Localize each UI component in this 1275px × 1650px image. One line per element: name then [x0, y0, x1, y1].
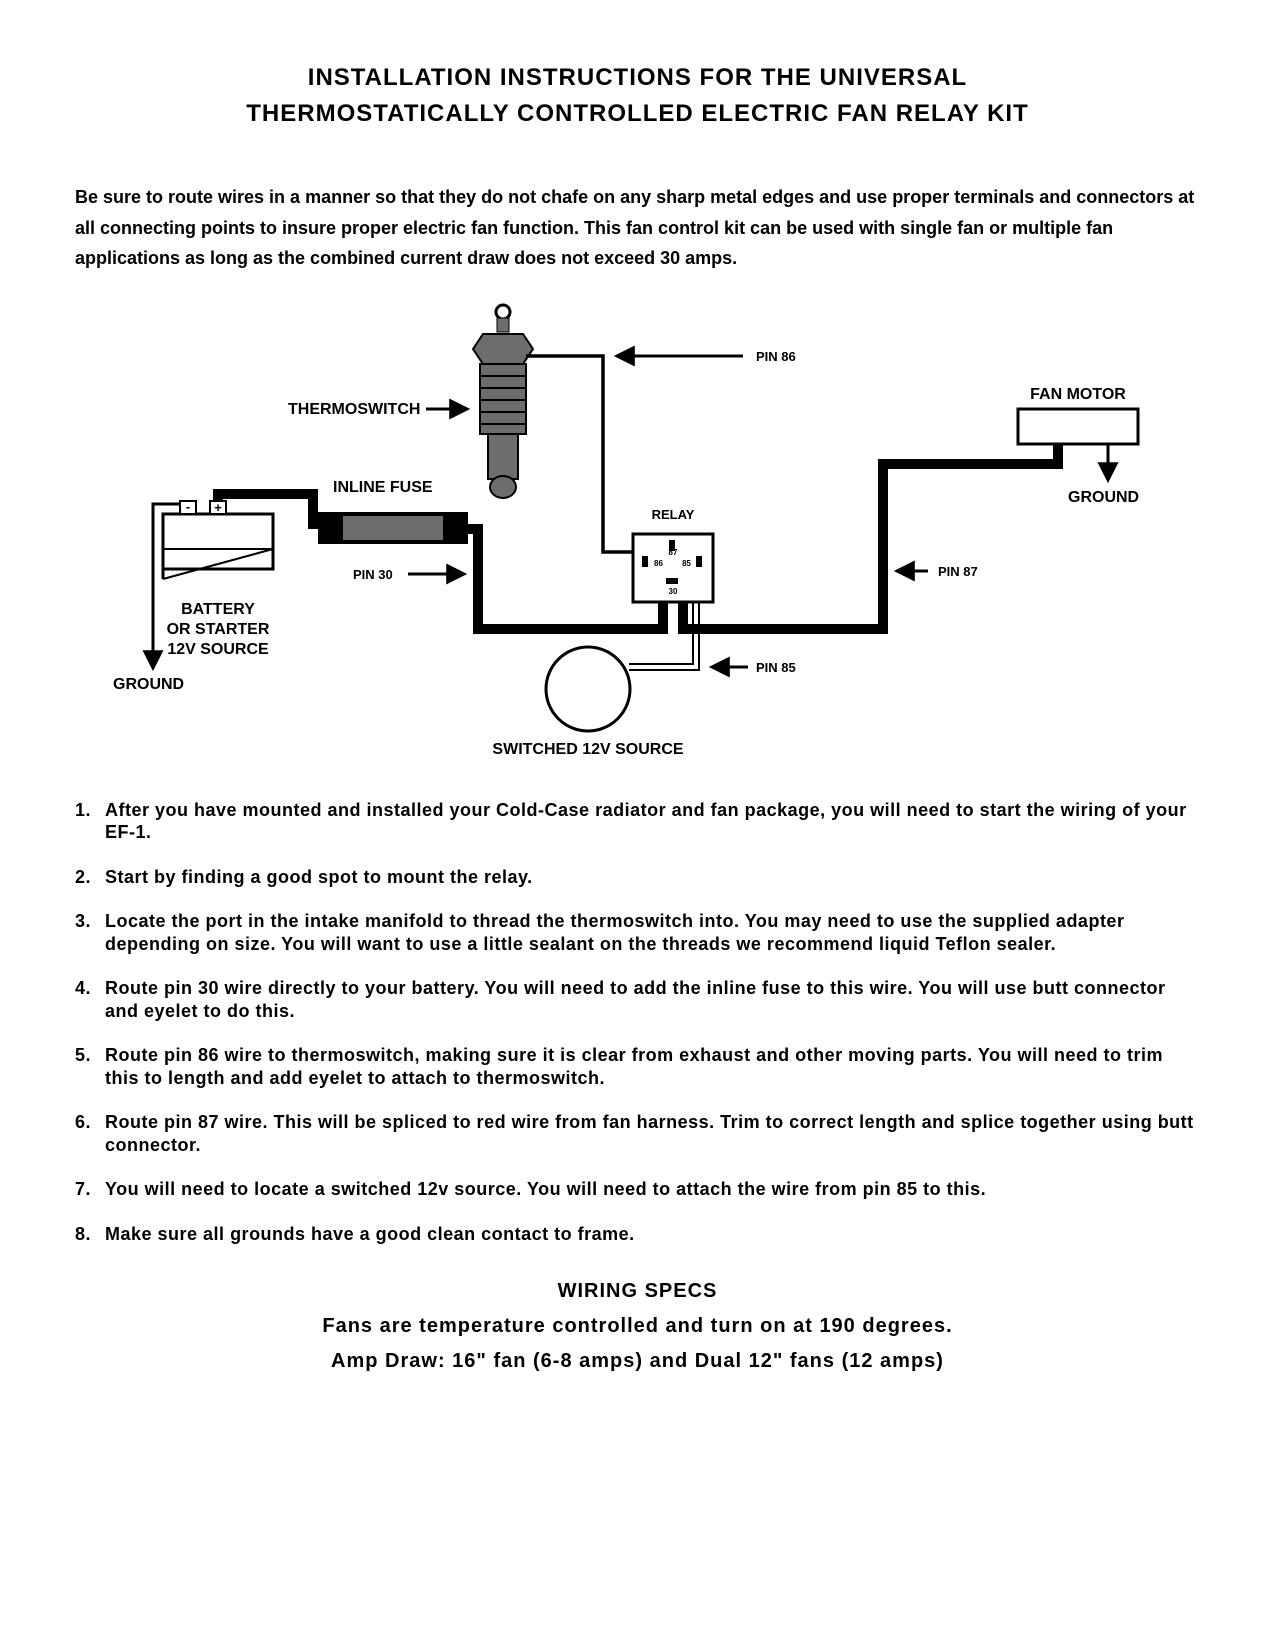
wiring-diagram: - +: [75, 294, 1200, 774]
title-line-1: INSTALLATION INSTRUCTIONS FOR THE UNIVER…: [75, 60, 1200, 96]
battery-label-2: OR STARTER: [166, 621, 269, 638]
specs-line-2: Amp Draw: 16" fan (6-8 amps) and Dual 12…: [75, 1350, 1200, 1373]
ground-left-label: GROUND: [113, 676, 184, 693]
specs-heading: WIRING SPECS: [75, 1280, 1200, 1303]
instruction-steps: After you have mounted and installed you…: [75, 799, 1200, 1246]
step-item: You will need to locate a switched 12v s…: [75, 1178, 1200, 1201]
step-item: Route pin 30 wire directly to your batte…: [75, 977, 1200, 1022]
relay-icon: 87 86 85 30: [633, 534, 713, 602]
step-item: After you have mounted and installed you…: [75, 799, 1200, 844]
relay-pin-30-label: 30: [668, 587, 677, 596]
battery-icon: - +: [163, 499, 273, 579]
step-item: Route pin 87 wire. This will be spliced …: [75, 1111, 1200, 1156]
switched-12v-icon: [546, 647, 630, 731]
thermoswitch-icon: [473, 305, 533, 498]
step-item: Route pin 86 wire to thermoswitch, makin…: [75, 1044, 1200, 1089]
step-item: Locate the port in the intake manifold t…: [75, 910, 1200, 955]
relay-pin-86-label: 86: [654, 559, 663, 568]
inline-fuse-label: INLINE FUSE: [333, 479, 433, 496]
intro-paragraph: Be sure to route wires in a manner so th…: [75, 182, 1200, 274]
battery-label-3: 12V SOURCE: [167, 641, 269, 658]
svg-text:-: -: [185, 499, 189, 514]
battery-label-1: BATTERY: [181, 601, 255, 618]
switched-12v-label: SWITCHED 12V SOURCE: [492, 741, 683, 758]
page-title: INSTALLATION INSTRUCTIONS FOR THE UNIVER…: [75, 60, 1200, 132]
wiring-specs: WIRING SPECS Fans are temperature contro…: [75, 1280, 1200, 1373]
wiring-diagram-svg: - +: [108, 294, 1168, 774]
specs-line-1: Fans are temperature controlled and turn…: [75, 1315, 1200, 1338]
relay-pin-85-label: 85: [682, 559, 691, 568]
pin30-label: PIN 30: [353, 567, 393, 582]
pin86-label: PIN 86: [756, 349, 796, 364]
step-item: Make sure all grounds have a good clean …: [75, 1223, 1200, 1246]
fan-motor-label: FAN MOTOR: [1030, 386, 1126, 403]
title-line-2: THERMOSTATICALLY CONTROLLED ELECTRIC FAN…: [75, 96, 1200, 132]
inline-fuse-icon: [318, 512, 468, 544]
thermoswitch-label: THERMOSWITCH: [288, 401, 420, 418]
pin85-label: PIN 85: [756, 660, 796, 675]
step-item: Start by finding a good spot to mount th…: [75, 866, 1200, 889]
svg-text:+: +: [214, 500, 222, 515]
pin87-label: PIN 87: [938, 564, 978, 579]
relay-label: RELAY: [651, 507, 694, 522]
relay-pin-87-label: 87: [668, 548, 677, 557]
ground-right-label: GROUND: [1068, 489, 1139, 506]
